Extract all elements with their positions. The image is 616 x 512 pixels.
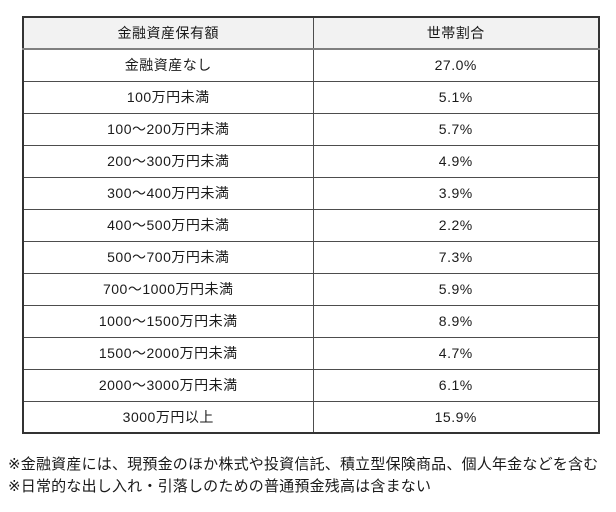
asset-range-cell: 400〜500万円未満 [22, 208, 314, 242]
table-row: 2000〜3000万円未満 6.1% [22, 368, 600, 402]
footnotes: ※金融資産には、現預金のほか株式や投資信託、積立型保険商品、個人年金などを含む … [8, 454, 612, 498]
table-row: 1000〜1500万円未満 8.9% [22, 304, 600, 338]
household-ratio-cell: 5.7% [312, 112, 600, 146]
table-row: 3000万円以上 15.9% [22, 400, 600, 434]
household-ratio-cell: 3.9% [312, 176, 600, 210]
household-ratio-cell: 7.3% [312, 240, 600, 274]
household-ratio-cell: 15.9% [312, 400, 600, 434]
table-row: 700〜1000万円未満 5.9% [22, 272, 600, 306]
household-ratio-cell: 5.9% [312, 272, 600, 306]
asset-range-cell: 500〜700万円未満 [22, 240, 314, 274]
table-row: 500〜700万円未満 7.3% [22, 240, 600, 274]
asset-range-cell: 700〜1000万円未満 [22, 272, 314, 306]
household-ratio-cell: 4.9% [312, 144, 600, 178]
column-header-asset-amount: 金融資産保有額 [22, 16, 314, 50]
table-header-row: 金融資産保有額 世帯割合 [22, 16, 600, 50]
household-ratio-cell: 2.2% [312, 208, 600, 242]
table-row: 200〜300万円未満 4.9% [22, 144, 600, 178]
column-header-household-ratio: 世帯割合 [312, 16, 600, 50]
asset-range-cell: 1000〜1500万円未満 [22, 304, 314, 338]
asset-range-cell: 金融資産なし [22, 48, 314, 82]
table-row: 1500〜2000万円未満 4.7% [22, 336, 600, 370]
footnote-exclusion: ※日常的な出し入れ・引落しのための普通預金残高は含まない [8, 478, 432, 495]
table-row: 金融資産なし 27.0% [22, 48, 600, 82]
table-row: 100万円未満 5.1% [22, 80, 600, 114]
table-row: 300〜400万円未満 3.9% [22, 176, 600, 210]
household-ratio-cell: 5.1% [312, 80, 600, 114]
asset-range-cell: 200〜300万円未満 [22, 144, 314, 178]
asset-range-cell: 1500〜2000万円未満 [22, 336, 314, 370]
table-row: 400〜500万円未満 2.2% [22, 208, 600, 242]
table-row: 100〜200万円未満 5.7% [22, 112, 600, 146]
asset-range-cell: 3000万円以上 [22, 400, 314, 434]
household-ratio-cell: 4.7% [312, 336, 600, 370]
household-ratio-cell: 6.1% [312, 368, 600, 402]
household-ratio-cell: 8.9% [312, 304, 600, 338]
asset-distribution-table-container: 金融資産保有額 世帯割合 金融資産なし 27.0% 100万円未満 5.1% 1… [22, 16, 600, 434]
asset-range-cell: 2000〜3000万円未満 [22, 368, 314, 402]
household-ratio-cell: 27.0% [312, 48, 600, 82]
asset-range-cell: 100万円未満 [22, 80, 314, 114]
asset-range-cell: 100〜200万円未満 [22, 112, 314, 146]
asset-range-cell: 300〜400万円未満 [22, 176, 314, 210]
footnote-asset-definition: ※金融資産には、現預金のほか株式や投資信託、積立型保険商品、個人年金などを含む [8, 456, 599, 473]
asset-distribution-table: 金融資産保有額 世帯割合 金融資産なし 27.0% 100万円未満 5.1% 1… [22, 16, 600, 434]
